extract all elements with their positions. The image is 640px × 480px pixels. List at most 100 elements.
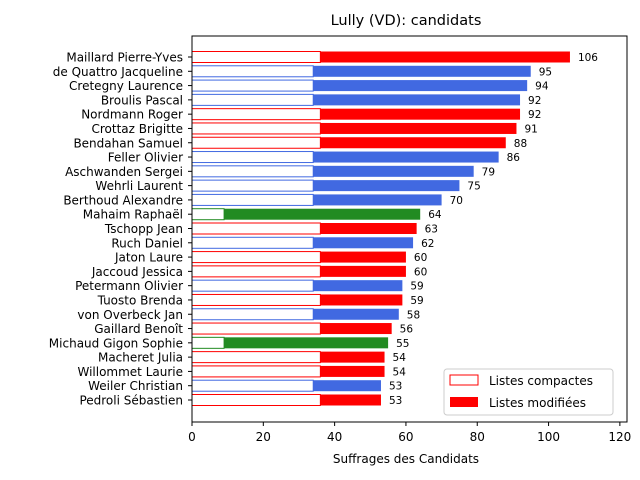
bar-compactes	[191, 108, 321, 121]
bar-modifiees	[320, 365, 385, 377]
y-tick-label: Petermann Olivier	[75, 279, 183, 293]
y-tick-label: Jaccoud Jessica	[91, 265, 183, 279]
bar-compactes	[191, 193, 314, 206]
x-axis-label: Suffrages des Candidats	[333, 452, 479, 466]
bar-compactes	[191, 179, 314, 192]
bar-compactes	[191, 293, 321, 306]
y-tick-label: Pedroli Sébastien	[79, 394, 183, 408]
y-tick-label: Feller Olivier	[108, 151, 183, 165]
total-label: 60	[414, 252, 427, 264]
bar-compactes	[191, 379, 314, 392]
bar-compactes	[191, 251, 321, 264]
total-label: 59	[410, 295, 423, 307]
bar-modifiees	[320, 294, 403, 306]
y-tick-label: Nordmann Roger	[81, 108, 183, 122]
bar-compactes	[191, 279, 314, 292]
total-label: 64	[428, 209, 442, 221]
y-tick-label: von Overbeck Jan	[77, 308, 183, 322]
y-tick-label: Wehrli Laurent	[95, 179, 183, 193]
legend: Listes compactes Listes modifiées	[443, 368, 614, 416]
bar-compactes	[191, 365, 321, 378]
bar-modifiees	[320, 51, 570, 63]
bar-modifiees	[320, 251, 406, 263]
legend-label-modifiees: Listes modifiées	[489, 396, 586, 410]
total-label: 75	[467, 181, 480, 193]
bar-modifiees	[313, 380, 381, 392]
bar-modifiees	[320, 323, 392, 335]
y-tick-label: Cretegny Laurence	[69, 79, 183, 93]
bar-modifiees	[224, 337, 389, 349]
total-label: 60	[414, 266, 427, 278]
bar-modifiees	[313, 280, 403, 292]
y-tick-label: Macheret Julia	[98, 351, 183, 365]
y-tick-label: Jaton Laure	[114, 251, 183, 265]
bar-modifiees	[313, 308, 399, 320]
bar-modifiees	[313, 65, 531, 77]
x-tick-label: 0	[188, 430, 196, 444]
x-tick-label: 20	[256, 430, 271, 444]
bar-modifiees	[313, 165, 474, 177]
total-label: 62	[421, 238, 434, 250]
y-tick-label: Maillard Pierre-Yves	[66, 51, 183, 65]
total-label: 92	[528, 109, 541, 121]
y-tick-label: Tuosto Brenda	[97, 293, 183, 307]
y-tick-label: Aschwanden Sergei	[65, 165, 183, 179]
legend-box	[443, 368, 614, 416]
bar-modifiees	[320, 137, 506, 149]
y-tick-label: Bendahan Samuel	[73, 136, 183, 150]
bar-compactes	[191, 136, 321, 149]
total-label: 91	[524, 123, 537, 135]
y-tick-label: Crottaz Brigitte	[91, 122, 183, 136]
bars	[191, 51, 570, 406]
bar-modifiees	[313, 237, 414, 249]
total-label: 86	[507, 152, 521, 164]
bar-compactes	[191, 51, 321, 63]
bar-compactes	[191, 308, 314, 321]
bar-compactes	[191, 93, 314, 106]
bar-modifiees	[320, 223, 417, 234]
y-tick-label: Weiler Christian	[88, 379, 183, 393]
total-label: 55	[396, 338, 409, 350]
bar-compactes	[191, 265, 321, 278]
bar-modifiees	[313, 80, 528, 92]
total-label: 95	[539, 66, 552, 78]
bar-modifiees	[320, 394, 381, 406]
y-tick-label: Broulis Pascal	[101, 93, 183, 107]
total-label: 106	[578, 52, 598, 64]
bar-modifiees	[313, 94, 521, 106]
bar-compactes	[191, 65, 314, 78]
y-tick-label: Mahaim Raphaël	[83, 208, 183, 222]
total-label: 92	[528, 95, 541, 107]
bar-compactes	[191, 151, 314, 164]
total-label: 56	[400, 324, 414, 336]
total-label: 63	[425, 224, 438, 236]
x-tick-label: 120	[608, 430, 631, 444]
bar-compactes	[191, 208, 225, 221]
legend-swatch-modifiees	[450, 397, 478, 407]
bar-compactes	[191, 165, 314, 178]
total-label: 54	[393, 352, 407, 364]
bar-compactes	[191, 122, 321, 135]
total-label: 88	[514, 138, 527, 150]
x-tick-label: 40	[327, 430, 342, 444]
bar-modifiees	[320, 108, 521, 120]
bar-modifiees	[320, 265, 406, 277]
bar-modifiees	[313, 194, 442, 206]
bar-modifiees	[320, 122, 517, 134]
bar-modifiees	[224, 208, 421, 220]
total-label: 94	[535, 81, 549, 93]
bar-compactes	[191, 236, 314, 249]
x-tick-label: 100	[537, 430, 560, 444]
legend-swatch-compactes	[449, 374, 479, 386]
plot-frame	[191, 35, 628, 423]
x-axis: 0 20 40 60 80 100 120	[188, 422, 631, 444]
total-label: 53	[389, 395, 402, 407]
y-tick-label: de Quattro Jacqueline	[53, 65, 183, 79]
bar-compactes	[191, 322, 321, 335]
total-label: 59	[410, 281, 423, 293]
total-label: 58	[407, 309, 420, 321]
bar-modifiees	[313, 180, 460, 192]
bar-compactes	[191, 336, 225, 349]
